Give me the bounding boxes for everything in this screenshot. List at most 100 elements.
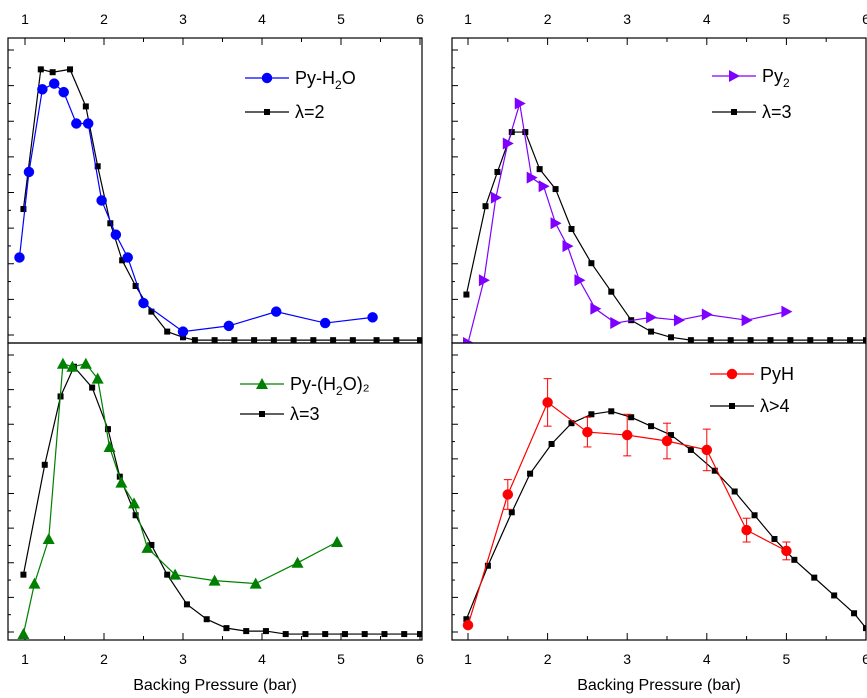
data-point <box>827 337 834 343</box>
x-tick-label: 4 <box>703 651 711 667</box>
data-point <box>138 297 149 309</box>
data-point <box>361 631 368 638</box>
data-point <box>183 601 190 608</box>
data-point <box>751 512 758 519</box>
series-line <box>22 68 420 341</box>
x-tick-label: 3 <box>179 11 187 27</box>
data-point <box>319 317 331 329</box>
data-point <box>463 337 474 343</box>
data-point <box>270 337 277 343</box>
data-point <box>132 282 139 289</box>
data-point <box>781 305 793 318</box>
series-line <box>18 82 373 333</box>
data-point <box>270 306 282 317</box>
data-point <box>310 337 317 343</box>
legend-marker <box>256 378 268 389</box>
data-point <box>71 118 82 129</box>
series-line <box>467 103 787 343</box>
data-point <box>322 631 329 638</box>
data-point <box>23 166 35 178</box>
data-point <box>588 260 595 267</box>
legend-marker <box>259 411 265 417</box>
data-point <box>67 66 74 73</box>
chart-panel-bottom-left: 1 2 3 4 5 6 Backing Pressure (bar) Py-(H2O)₂ λ=3 <box>7 342 424 694</box>
data-point <box>538 180 550 193</box>
series-1 <box>463 129 866 343</box>
series-line <box>22 365 420 635</box>
x-tick-label: 4 <box>258 11 266 27</box>
data-point <box>648 423 655 430</box>
x-tick-label: 2 <box>544 11 552 27</box>
data-point <box>66 360 79 372</box>
data-point <box>203 616 210 623</box>
legend-label: λ=2 <box>295 102 325 122</box>
data-point <box>811 574 818 581</box>
legend-label: Py-H2O <box>295 68 356 92</box>
data-point <box>330 337 337 343</box>
data-point <box>484 562 491 569</box>
plot-frame <box>451 342 867 641</box>
data-point <box>514 97 526 110</box>
data-point <box>608 408 615 415</box>
data-point <box>562 240 574 253</box>
legend-label: λ=3 <box>290 404 320 424</box>
data-point <box>747 337 754 343</box>
data-point <box>482 203 489 210</box>
x-axis-title: Backing Pressure (bar) <box>133 677 297 694</box>
data-point <box>42 533 55 545</box>
data-point <box>191 337 198 343</box>
data-point <box>417 631 422 638</box>
data-point <box>667 334 674 341</box>
data-point <box>536 166 543 173</box>
data-point <box>20 571 27 578</box>
plot-area <box>17 357 422 640</box>
x-tick-label: 5 <box>783 651 791 667</box>
data-point <box>211 337 218 343</box>
legend-entry: PyH <box>710 364 794 384</box>
data-point <box>490 191 502 204</box>
data-point <box>17 628 30 640</box>
data-point <box>711 467 718 474</box>
plot-frame <box>451 37 867 344</box>
x-tick-label: 2 <box>100 11 108 27</box>
data-point <box>223 625 230 632</box>
data-point <box>610 317 622 330</box>
x-tick-label: 4 <box>703 11 711 27</box>
x-axis-title: Backing Pressure (bar) <box>577 677 741 694</box>
data-point <box>331 535 344 547</box>
data-point <box>608 288 615 295</box>
data-point <box>148 308 155 315</box>
x-tick-label: 5 <box>783 11 791 27</box>
data-point <box>552 186 559 193</box>
series-0 <box>463 97 793 343</box>
data-point <box>119 257 126 264</box>
x-tick-label: 5 <box>337 11 345 27</box>
data-point <box>831 592 838 599</box>
data-point <box>463 291 470 298</box>
data-point <box>169 568 182 580</box>
data-point <box>373 337 380 343</box>
data-point <box>787 337 794 343</box>
data-point <box>526 171 538 184</box>
data-point <box>381 631 388 638</box>
data-point <box>349 337 356 343</box>
data-point <box>177 326 189 337</box>
data-point <box>767 337 774 343</box>
data-point <box>527 470 534 477</box>
data-point <box>621 429 633 441</box>
chart-panel-top-left: 1 2 3 4 5 6 Py-H2O λ=2 <box>7 11 424 344</box>
data-point <box>548 440 555 447</box>
legend-marker <box>264 109 270 115</box>
data-point <box>148 541 155 548</box>
data-point <box>701 444 713 456</box>
data-point <box>863 337 866 343</box>
data-point <box>94 163 101 170</box>
x-tick-label: 6 <box>862 11 867 27</box>
data-point <box>727 337 734 343</box>
data-point <box>582 426 593 438</box>
data-point <box>661 435 673 447</box>
data-point <box>223 320 235 332</box>
data-point <box>302 631 309 638</box>
legend-entry: Py-H2O <box>245 68 356 92</box>
legend-entry: λ=3 <box>240 404 320 424</box>
